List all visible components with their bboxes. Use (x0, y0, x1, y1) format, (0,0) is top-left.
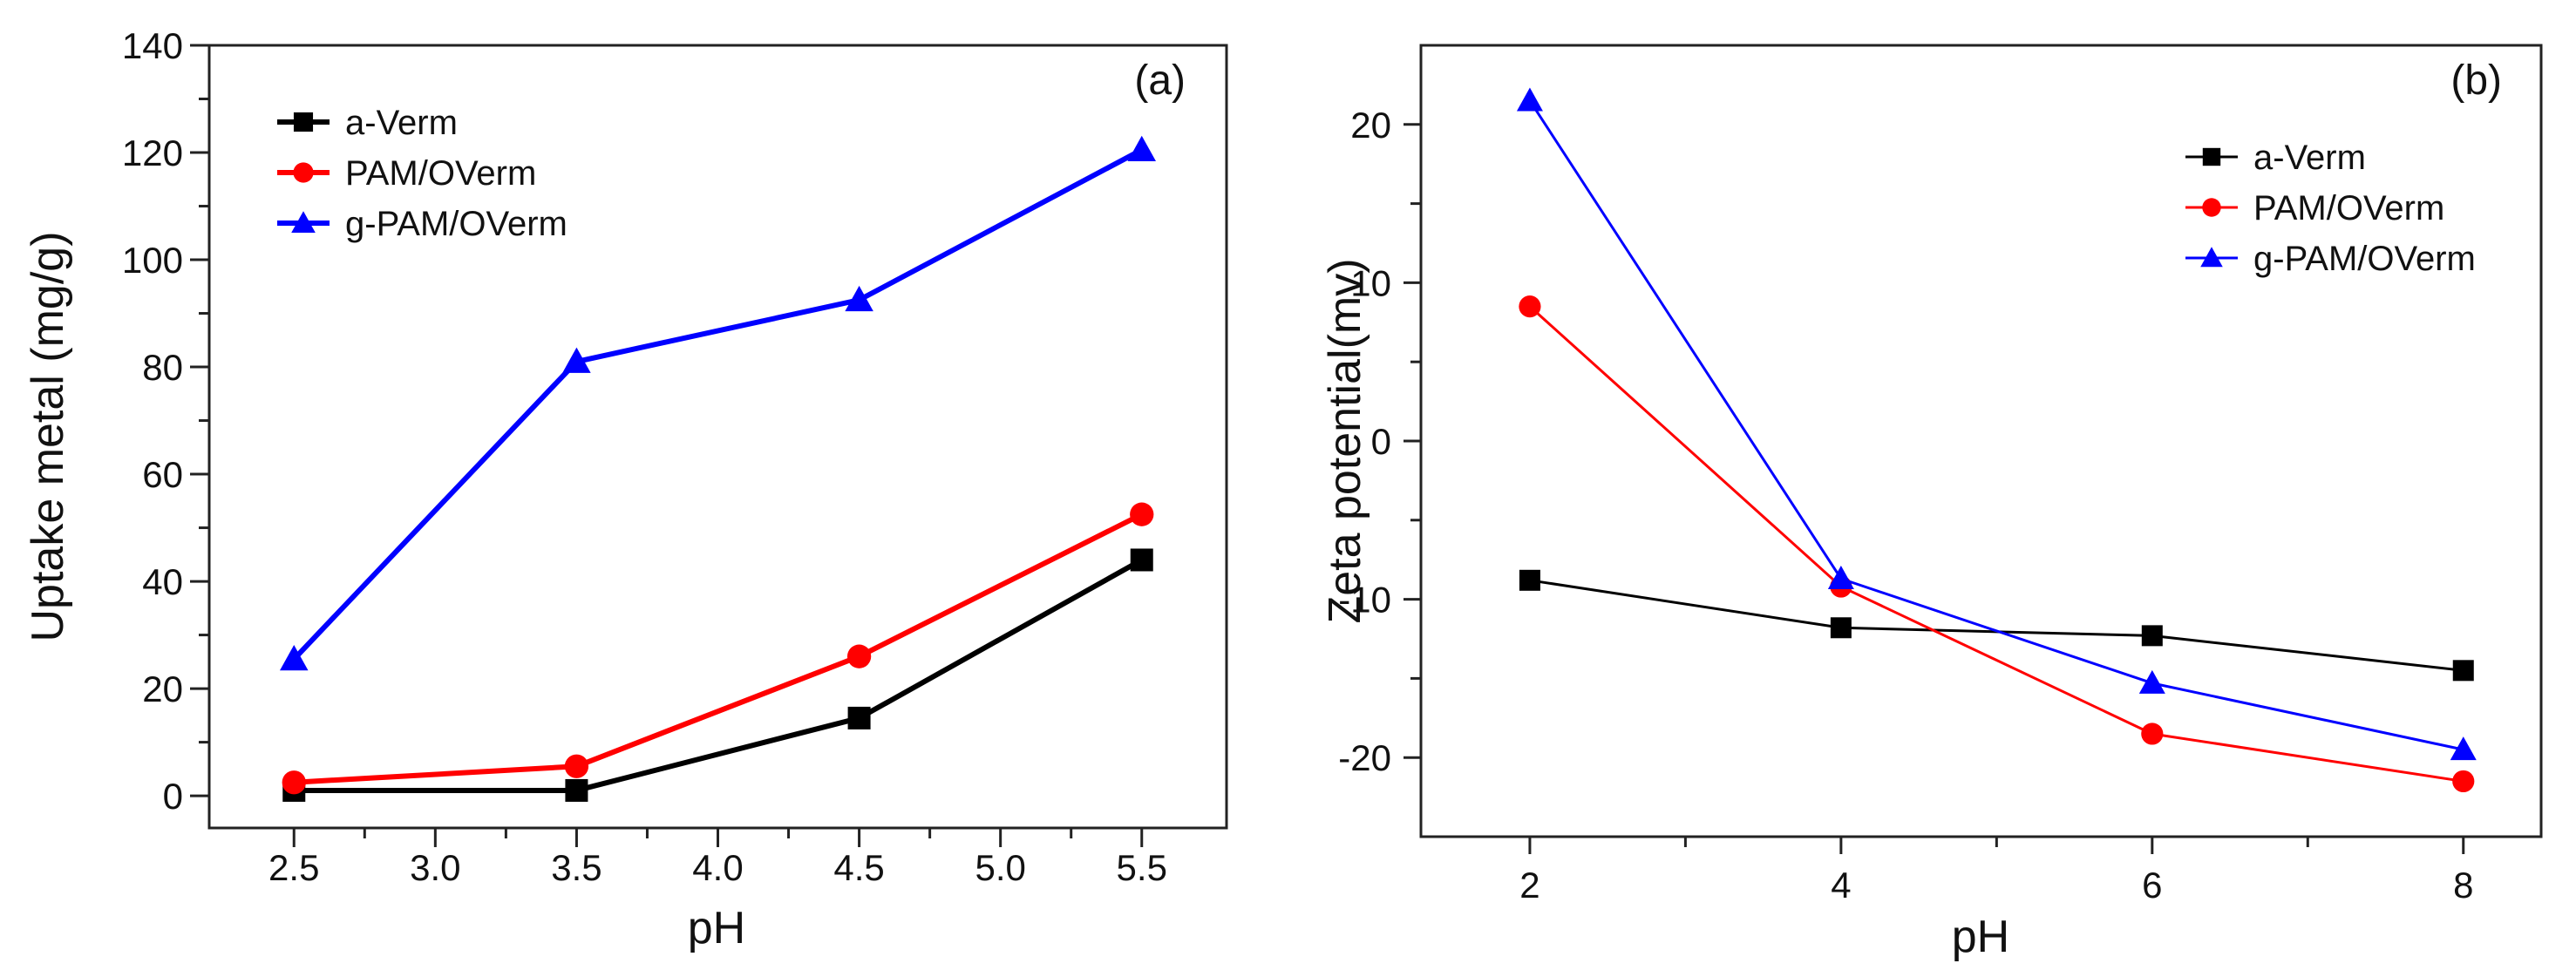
y-tick-label: 140 (122, 25, 183, 66)
data-point (1519, 569, 1540, 591)
x-axis-label: pH (688, 903, 745, 953)
x-tick-label: 5.5 (1117, 847, 1167, 888)
y-tick-label: 0 (1371, 421, 1391, 462)
x-tick-label: 6 (2142, 865, 2162, 906)
panel-b: 2 4 6 8 -20 -10 0 10 20 pH Zeta potential(mv) (b) a-… (1320, 44, 2543, 962)
y-tick-label: -20 (1338, 737, 1391, 778)
series-line (1529, 579, 2464, 672)
legend-marker (2202, 147, 2221, 166)
legend-marker (2202, 198, 2221, 217)
data-point (845, 285, 873, 312)
y-tick-label: 60 (142, 454, 183, 495)
series-line (294, 557, 1144, 793)
legend-marker (2200, 247, 2223, 268)
data-point (280, 645, 309, 671)
plot-frame (1419, 44, 2543, 838)
series-pam-overm (282, 502, 1154, 795)
legend-label: PAM/OVerm (345, 154, 536, 193)
x-tick-label: 2.5 (268, 847, 319, 888)
panel-label: (a) (1134, 58, 1186, 104)
x-tick-label: 4.5 (833, 847, 884, 888)
series-line (292, 147, 1144, 662)
legend: a-Verm PAM/OVerm g-PAM/OVerm (277, 104, 568, 243)
series-pam-overm (1519, 295, 2475, 793)
y-tick-label: 10 (1350, 262, 1391, 303)
data-point (562, 347, 591, 373)
x-tick-label: 5.0 (975, 847, 1025, 888)
y-tick-label: 40 (142, 561, 183, 602)
data-point (847, 706, 871, 729)
data-point (2138, 669, 2165, 694)
data-point (1516, 87, 1543, 112)
y-tick-label: 100 (122, 240, 183, 281)
data-point (565, 778, 588, 802)
series-line (1528, 305, 2464, 783)
series-line (1528, 99, 2464, 751)
data-point (2452, 770, 2475, 793)
data-point (2452, 660, 2474, 682)
data-point (1127, 135, 1156, 161)
series-g-pam-overm (280, 135, 1156, 671)
legend-label: PAM/OVerm (2253, 189, 2444, 227)
data-point (2141, 625, 2163, 647)
x-axis-label: pH (1952, 912, 2009, 962)
y-tick-label: 80 (142, 347, 183, 388)
legend-label: a-Verm (2253, 139, 2366, 177)
panel-a: 2.5 3.0 3.5 4.0 4.5 5.0 5.5 0 20 40 60 80 100 120 140 p… (23, 25, 1228, 953)
series-a-verm (282, 548, 1153, 802)
data-point (1827, 565, 1854, 589)
data-point (282, 770, 306, 795)
x-tick-label: 3.5 (551, 847, 602, 888)
y-tick-label: 0 (163, 776, 183, 817)
data-point (2450, 736, 2477, 761)
data-point (846, 644, 872, 668)
panel-label: (b) (2450, 58, 2502, 104)
legend-marker (291, 211, 316, 234)
legend: a-Verm PAM/OVerm g-PAM/OVerm (2185, 139, 2476, 278)
legend-label: a-Verm (345, 104, 458, 142)
y-axis-label: Uptake metal (mg/g) (23, 231, 73, 641)
y-tick-label: 20 (1350, 105, 1391, 146)
y-tick-label: 120 (122, 132, 183, 173)
x-tick-label: 3.0 (410, 847, 460, 888)
data-point (1130, 502, 1154, 526)
legend-marker (293, 162, 314, 183)
series-line (294, 512, 1144, 785)
data-point (1830, 617, 1852, 639)
x-tick-label: 4 (1831, 865, 1851, 906)
x-tick-label: 8 (2453, 865, 2473, 906)
data-point (1130, 548, 1153, 572)
series-g-pam-overm (1516, 87, 2477, 761)
legend-label: g-PAM/OVerm (2253, 240, 2476, 278)
data-point (1519, 295, 1541, 318)
legend-label: g-PAM/OVerm (345, 205, 568, 243)
y-tick-label: 20 (142, 668, 183, 709)
x-tick-label: 4.0 (692, 847, 743, 888)
series-a-verm (1519, 569, 2474, 682)
y-tick-label: -10 (1338, 580, 1391, 621)
data-point (564, 754, 589, 778)
legend-marker (293, 112, 314, 132)
y-axis-label: Zeta potential(mv) (1320, 258, 1370, 623)
data-point (2141, 723, 2164, 745)
x-tick-label: 2 (1519, 865, 1539, 906)
